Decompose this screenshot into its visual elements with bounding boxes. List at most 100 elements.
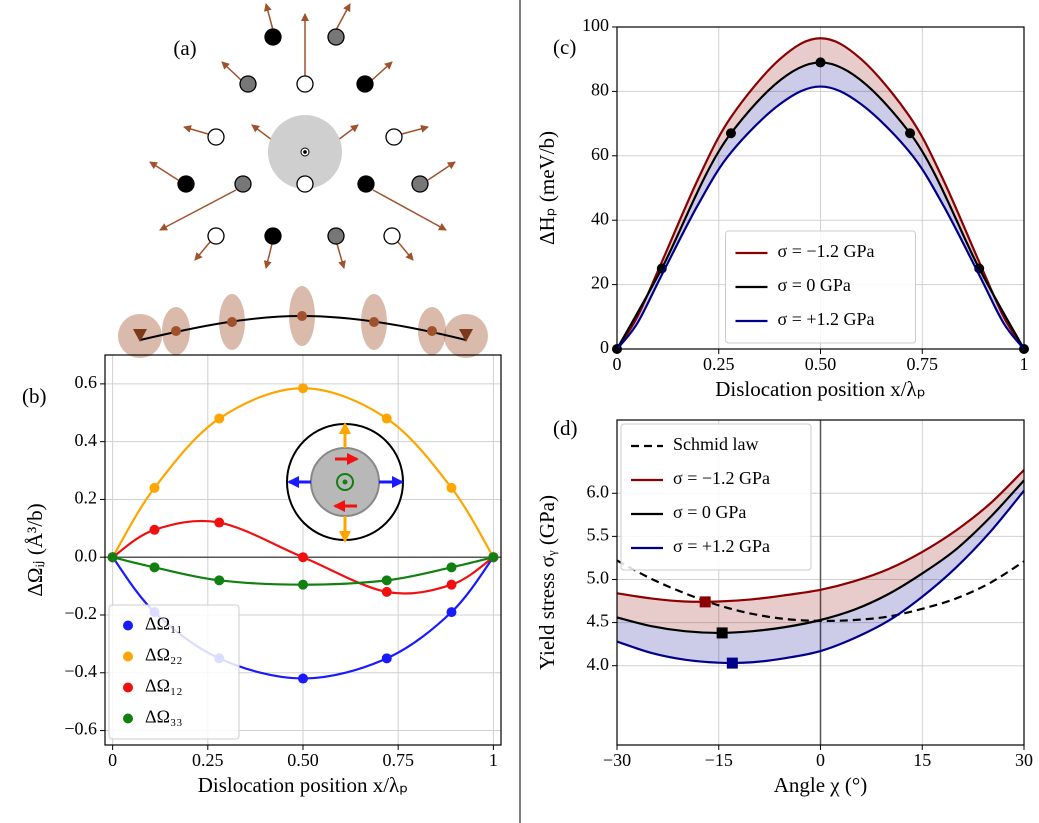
legend-box [620,423,812,571]
y-tick-label: −0.4 [64,661,97,681]
minimum-marker [716,627,728,639]
marker [381,575,392,586]
x-tick-label: 1 [489,750,498,770]
panel-label: (a) [173,36,196,60]
axes-frame [104,354,502,746]
x-tick-label: 0.25 [192,750,224,770]
x-tick-label: −15 [705,750,733,770]
marker [725,128,736,139]
y-tick-label: 100 [582,15,609,35]
line [616,85,1025,350]
shade [617,480,1024,663]
marker [107,552,118,563]
marker [381,413,392,424]
marker [298,552,308,563]
marker [446,482,457,493]
legend-label: σ = 0 GPa [673,502,746,522]
legend-label: ΔΩ₁₁ [145,614,183,634]
x-tick-label: 0 [613,354,622,374]
legend-box [108,604,240,740]
x-tick-label: 0.75 [907,354,939,374]
marker [214,517,225,528]
y-tick-label: −0.2 [64,603,97,623]
x-tick-label: 0.25 [703,354,735,374]
x-tick-label: 0.50 [805,354,837,374]
marker [446,607,457,618]
line [616,37,1025,350]
marker [298,383,308,394]
legend-label: σ = +1.2 GPa [673,536,770,556]
atoms [177,28,429,245]
x-tick-label: 0.75 [382,750,414,770]
y-tick-label: 0.6 [75,372,98,392]
y-tick-label: 0.4 [75,430,98,450]
legend-box [725,230,916,344]
marker [488,552,499,563]
legend-label: ΔΩ₂₂ [145,645,183,665]
marker [446,579,457,590]
panel-label: (c) [553,35,576,59]
y-axis-label: ΔHₚ (meV/b) [535,131,559,245]
legend-marker [123,682,133,693]
x-axis-label: Dislocation position x/λₚ [715,377,926,401]
marker [149,482,160,493]
minimum-marker [699,596,711,608]
legend-marker [123,713,133,724]
marker [298,579,308,590]
legend-label: ΔΩ₁₂ [145,676,183,696]
x-axis-label: Angle χ (°) [774,773,868,797]
y-tick-label: 0 [600,337,609,357]
y-tick-label: 0.0 [75,545,98,565]
shade [617,470,1024,633]
x-tick-label: 30 [1015,750,1033,770]
y-tick-label: 4.5 [587,611,610,631]
y-tick-label: 5.0 [587,568,610,588]
x-tick-label: 0 [816,750,825,770]
inset-diagram [286,422,404,543]
legend-label: ΔΩ₃₃ [145,707,183,727]
y-tick-label: 4.0 [587,654,610,674]
marker [381,586,392,597]
legend-label: σ = −1.2 GPa [778,241,875,261]
x-tick-label: 0.50 [287,750,319,770]
minimum-marker [726,657,738,669]
marker [815,57,826,68]
y-tick-label: 5.5 [587,525,610,545]
line [616,479,1025,635]
y-axis-label: ΔΩᵢⱼ (Å³/b) [23,503,47,596]
marker [214,575,225,586]
axes-frame [616,26,1025,350]
axes-frame [616,419,1025,746]
x-axis-label: Dislocation position x/λₚ [198,773,409,797]
panel-label: (d) [553,416,578,440]
y-tick-label: 6.0 [587,481,610,501]
y-tick-label: 60 [591,144,609,164]
legend-label: σ = +1.2 GPa [778,309,875,329]
x-tick-label: 15 [913,750,931,770]
marker [381,653,392,664]
legend-marker [123,651,133,662]
y-tick-label: 0.2 [75,488,98,508]
marker [214,413,225,424]
x-tick-label: −30 [603,750,631,770]
marker [298,673,308,684]
marker [149,524,160,535]
x-tick-label: 0 [108,750,117,770]
y-tick-label: −0.6 [64,719,97,739]
legend-marker [123,620,133,631]
x-tick-label: 1 [1020,354,1029,374]
marker [149,562,160,573]
line [616,489,1025,665]
panel-label: (b) [22,384,47,408]
y-tick-label: 80 [591,80,609,100]
y-tick-label: 20 [591,273,609,293]
dislocation-line [118,286,488,358]
line [616,469,1025,603]
legend-label: σ = −1.2 GPa [673,468,770,488]
marker [905,128,916,139]
marker [446,562,457,573]
y-axis-label: Yield stress σᵧ (GPa) [535,495,559,670]
y-tick-label: 40 [591,208,609,228]
legend-label: Schmid law [673,434,759,454]
